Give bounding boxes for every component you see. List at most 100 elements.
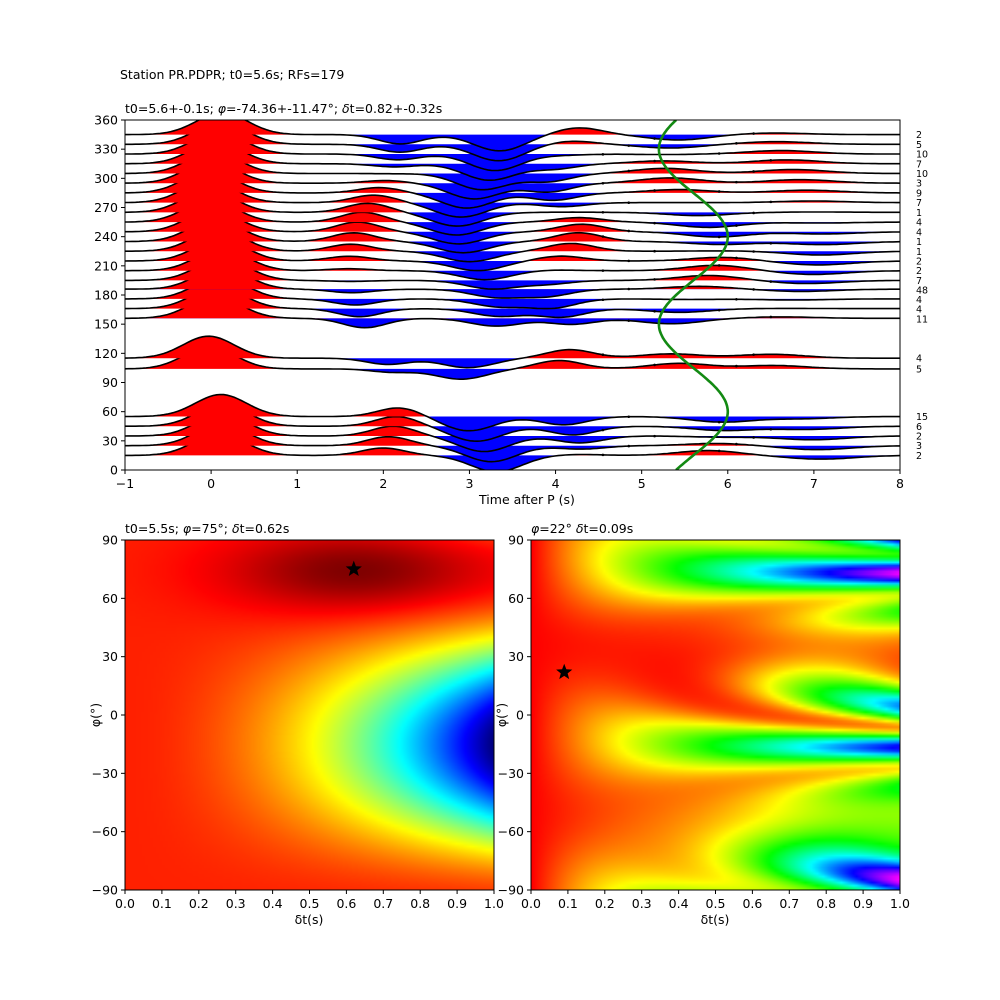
y-tick-label: 150	[94, 317, 118, 332]
rf-trace-positive-fill	[125, 122, 900, 145]
energy-map-right-panel: φ=22° δt=0.09s 0.0 0.1 0.2 0.3 0.4 0.5 0.6 0.7 0…	[494, 521, 910, 927]
rf-trace-line	[125, 170, 900, 209]
x-tick-label: −1	[116, 476, 134, 491]
rf-trace-negative-fill	[125, 318, 900, 328]
rf-count-label: 4	[916, 227, 922, 238]
rf-count-label: 2	[916, 451, 922, 462]
y-tick-label: 240	[94, 229, 118, 244]
y-tick-label: 0	[110, 708, 118, 723]
rf-trace-line	[125, 276, 900, 310]
y-tick-label: 120	[94, 346, 118, 361]
rf-trace-positive-fill	[125, 258, 900, 281]
right-y-label: φ(°)	[494, 703, 509, 727]
pick-dot	[601, 153, 605, 156]
right-heatmap-image	[531, 540, 900, 890]
rf-count-label: 2	[916, 431, 922, 442]
receiver-function-panel: t0=5.6+-0.1s; φ=-74.36+-11.47°; δt=0.82+…	[94, 101, 928, 507]
rf-trace-negative-fill	[125, 154, 900, 171]
pick-dot	[735, 364, 738, 368]
pick-dot	[735, 442, 738, 446]
pick-dot	[735, 298, 738, 301]
pick-dot	[653, 310, 656, 313]
y-tick-label: 60	[102, 591, 118, 606]
pick-dot	[653, 137, 656, 140]
y-tick-label: 90	[102, 375, 118, 390]
suptitle: Station PR.PDPR; t0=5.6s; RFs=179	[120, 67, 344, 82]
best-fit-star	[345, 560, 362, 577]
x-tick-label: 0.4	[669, 896, 689, 911]
pick-dot	[717, 449, 721, 453]
left-panel-title: t0=5.5s; φ=75°; δt=0.62s	[125, 521, 289, 536]
rf-count-label: 2	[916, 256, 922, 267]
rf-trace-positive-fill	[125, 239, 900, 261]
pick-dot	[601, 235, 605, 238]
rf-trace-positive-fill	[125, 132, 900, 155]
rf-trace-line	[125, 121, 900, 162]
best-fit-star	[556, 663, 573, 680]
pick-dot	[769, 158, 773, 162]
x-tick-label: 0.9	[447, 896, 467, 911]
x-tick-label: 0.8	[410, 896, 430, 911]
right-panel-title: φ=22° δt=0.09s	[531, 521, 633, 536]
rf-trace-negative-fill	[125, 173, 900, 190]
rf-trace-negative-fill	[125, 260, 900, 271]
rf-trace-negative-fill	[125, 192, 900, 209]
y-tick-label: −60	[92, 824, 118, 839]
rf-trace-line	[125, 393, 900, 432]
y-tick-label: 300	[94, 171, 118, 186]
pick-dot	[752, 353, 755, 356]
rf-trace-positive-fill	[125, 286, 900, 309]
pick-dot	[627, 259, 631, 263]
y-tick-label: 90	[102, 533, 118, 548]
rf-trace-line	[125, 228, 900, 263]
rf-count-label: 11	[916, 314, 928, 325]
rf-trace-line	[125, 208, 900, 245]
pick-dot	[653, 278, 656, 281]
pick-dot	[601, 453, 605, 457]
pick-dot	[627, 319, 631, 322]
pick-dot	[601, 298, 605, 302]
rf-trace-negative-fill	[125, 455, 900, 470]
x-tick-label: 0.1	[558, 896, 578, 911]
x-tick-label: 0.3	[632, 896, 652, 911]
t0-curve	[657, 120, 730, 470]
x-tick-label: 1	[293, 476, 301, 491]
rf-count-label: 2	[916, 130, 922, 141]
pick-dot	[653, 221, 656, 225]
pick-dot	[769, 241, 773, 245]
x-tick-label: 0.3	[226, 896, 246, 911]
pick-dot	[717, 235, 721, 239]
pick-dot	[627, 287, 631, 291]
x-tick-label: 2	[379, 476, 387, 491]
rf-count-label: 15	[916, 412, 928, 423]
x-tick-label: 0.8	[816, 896, 836, 911]
rf-trace-line	[125, 432, 900, 470]
x-tick-label: 7	[810, 476, 818, 491]
rf-trace-negative-fill	[125, 222, 900, 235]
y-tick-label: 330	[94, 142, 118, 157]
rf-count-label: 10	[916, 150, 928, 161]
rf-trace-negative-fill	[125, 241, 900, 253]
pick-dot	[627, 444, 631, 448]
left-heatmap-image	[125, 540, 494, 890]
rf-trace-line	[125, 160, 900, 200]
rf-count-label: 4	[916, 354, 922, 365]
y-tick-label: 60	[102, 404, 118, 419]
rf-trace-positive-fill	[125, 219, 900, 242]
rf-trace-line	[125, 189, 900, 227]
y-tick-label: 30	[102, 433, 118, 448]
rf-trace-negative-fill	[125, 163, 900, 181]
pick-dot	[769, 200, 773, 204]
y-tick-label: 0	[516, 708, 524, 723]
rf-count-label: 1	[916, 208, 922, 219]
pick-dot	[653, 249, 656, 253]
left-y-label: φ(°)	[88, 703, 103, 727]
pick-dot	[627, 144, 631, 147]
rf-trace-positive-fill	[125, 414, 900, 436]
rf-trace-negative-fill	[125, 280, 900, 290]
rf-count-label: 3	[916, 179, 922, 190]
y-tick-label: 360	[94, 113, 118, 128]
x-tick-label: 1.0	[890, 896, 910, 911]
right-x-label: δt(s)	[701, 912, 730, 927]
pick-dot	[769, 280, 773, 283]
